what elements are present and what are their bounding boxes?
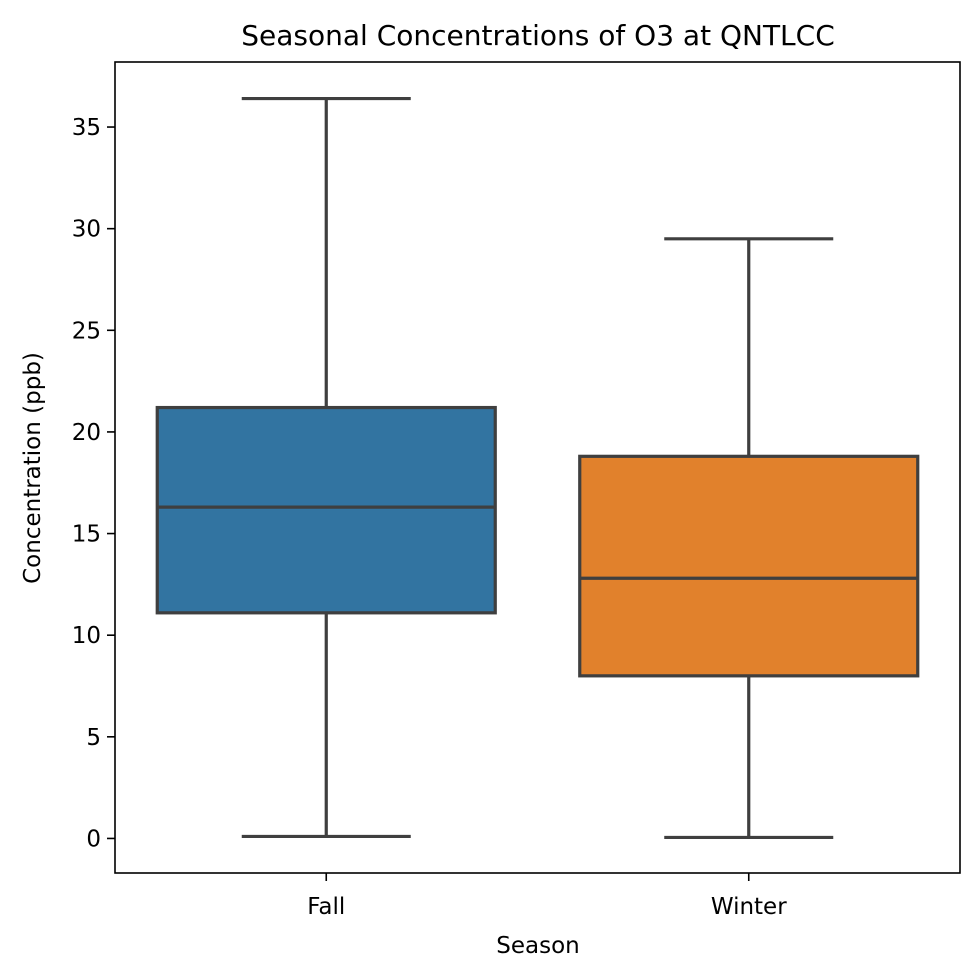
x-axis-label: Season xyxy=(496,933,579,959)
x-axis: Fall Winter xyxy=(307,873,787,920)
y-tick-label: 10 xyxy=(72,623,101,649)
iqr-box-winter xyxy=(578,454,920,678)
y-tick-label: 30 xyxy=(72,217,101,243)
y-tick-label: 25 xyxy=(72,318,101,344)
box-winter xyxy=(578,237,920,840)
iqr-box-fall xyxy=(155,405,497,615)
boxes-layer xyxy=(155,96,920,840)
y-tick-label: 0 xyxy=(86,826,101,852)
plot-frame xyxy=(114,61,961,874)
y-tick-label: 35 xyxy=(72,115,101,141)
y-tick-label: 5 xyxy=(86,725,101,751)
x-tick-label: Fall xyxy=(307,894,345,920)
chart-title: Seasonal Concentrations of O3 at QNTLCC xyxy=(241,19,835,52)
box-fall xyxy=(155,96,497,839)
y-axis-label: Concentration (ppb) xyxy=(20,352,46,584)
y-tick-label: 15 xyxy=(72,522,101,548)
y-axis: 0 5 10 15 20 25 30 35 xyxy=(72,115,115,852)
y-tick-label: 20 xyxy=(72,420,101,446)
x-tick-label: Winter xyxy=(711,894,787,920)
